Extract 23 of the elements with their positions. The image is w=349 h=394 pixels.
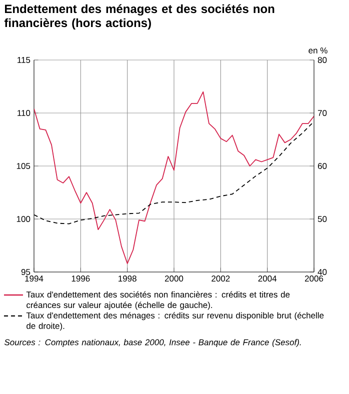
chart-title: Endettement des ménages et des sociétés non financières (hors actions) (4, 4, 274, 30)
y-tick-label: 110 (18, 110, 30, 116)
y2-axis-title: en % (308, 47, 328, 54)
x-tick-label: 2004 (258, 276, 277, 282)
x-tick-label: 1994 (25, 276, 44, 282)
y-tick-label: 105 (16, 163, 30, 170)
y2-tick-label: 60 (318, 163, 327, 170)
y2-tick-label: 50 (318, 216, 327, 222)
x-tick-label: 2002 (212, 276, 230, 282)
legend-label: Taux d'endettement des sociétés non financières : crédits et titres de créances sur valeur ajoutée (échelle de gauche). (26, 291, 290, 310)
legend-label: Taux d'endettement des ménages : crédits sur revenu disponible brut (échelle de droite). (26, 312, 324, 331)
line-series (34, 91, 314, 264)
y-tick-label: 100 (16, 216, 30, 222)
y2-tick-label: 40 (318, 269, 327, 276)
source-note: Sources : Comptes nationaux, base 2000, Insee - Banque de France (Sesof). (4, 339, 301, 347)
x-tick-label: 1998 (118, 276, 136, 282)
y-tick-label: 115 (18, 57, 30, 63)
y-tick-label: 95 (21, 269, 30, 276)
y2-tick-label: 80 (318, 57, 327, 64)
x-tick-label: 2006 (304, 276, 324, 282)
y2-tick-label: 70 (318, 110, 327, 116)
x-tick-label: 2000 (164, 276, 184, 282)
x-tick-label: 1996 (72, 276, 90, 282)
